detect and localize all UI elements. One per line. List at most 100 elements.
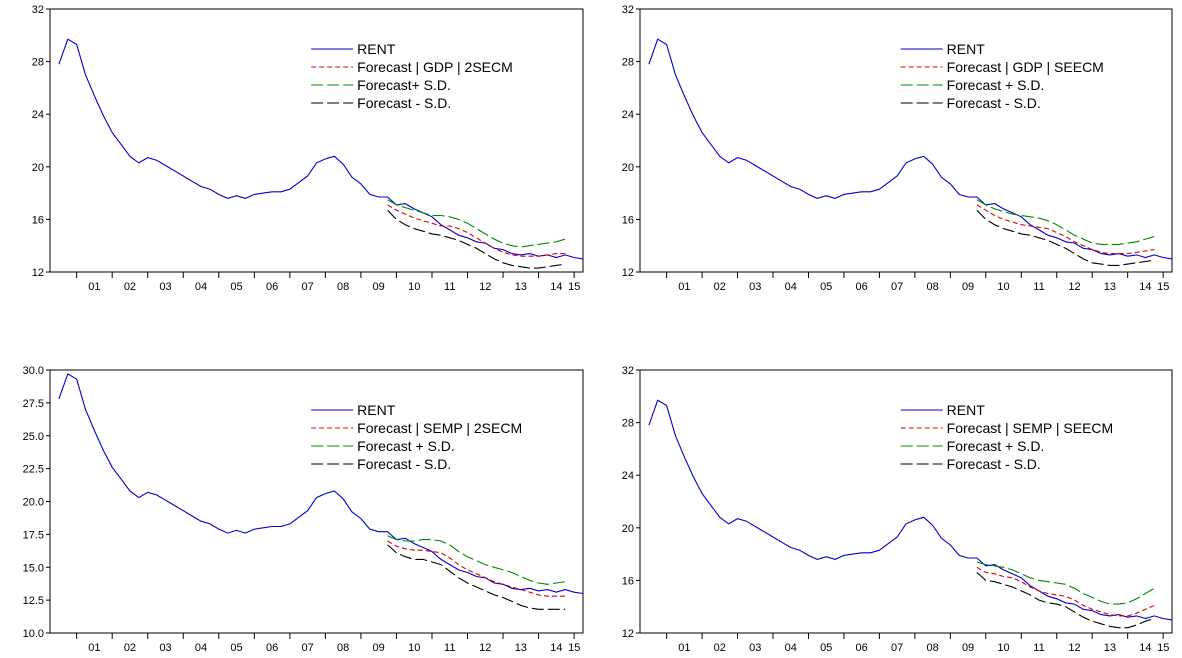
x-tick-label: 06 — [856, 642, 868, 654]
x-tick-label: 11 — [444, 281, 455, 293]
series-line-1 — [58, 373, 584, 595]
x-tick-label: 05 — [820, 281, 832, 293]
y-tick-label: 16 — [622, 575, 634, 587]
x-tick-label: 05 — [820, 642, 832, 654]
legend-entry: Forecast - S.D. — [357, 95, 451, 111]
x-tick-label: 13 — [1104, 281, 1116, 293]
legend-entry: RENT — [357, 402, 396, 418]
legend-entry: Forecast | SEMP | 2SECM — [357, 420, 522, 436]
y-tick-label: 10.0 — [23, 628, 44, 640]
chart-panel-2: 12 16 20 24 28 32 01 02 03 04 05 06 07 08 09 10 11 12 13 14… — [622, 4, 1173, 293]
x-tick-label: 04 — [785, 281, 797, 293]
legend-entry: Forecast + S.D. — [357, 438, 455, 454]
plot-frame — [49, 8, 584, 273]
y-tick-label: 12 — [622, 628, 634, 640]
x-tick-label: 10 — [997, 281, 1009, 293]
x-tick-label: 07 — [301, 281, 313, 293]
x-tick-label: 13 — [515, 281, 527, 293]
x-tick-label: 15 — [1157, 642, 1169, 654]
series-line-1 — [648, 38, 1173, 260]
y-tick-label: 28 — [622, 57, 634, 69]
y-tick-label: 27.5 — [23, 398, 44, 410]
x-tick-label: 07 — [891, 281, 903, 293]
legend-entry: Forecast | GDP | SEECM — [947, 59, 1104, 75]
series-line-4 — [976, 572, 1155, 629]
x-tick-label: 15 — [1157, 281, 1169, 293]
x-tick-label: 07 — [891, 642, 903, 654]
x-tick-label: 01 — [88, 281, 100, 293]
legend-entry: Forecast + S.D. — [947, 77, 1045, 93]
x-tick-label: 05 — [230, 642, 242, 654]
y-tick-label: 16 — [622, 214, 634, 226]
y-tick-label: 24 — [622, 470, 634, 482]
x-tick-label: 04 — [785, 642, 797, 654]
legend-entry: Forecast + S.D. — [947, 438, 1045, 454]
chart-panel-3: 10.0 12.5 15.0 17.5 20.0 22.5 25.0 27.5 30.0 01 02… — [23, 365, 584, 654]
series-line-2 — [387, 204, 566, 257]
x-tick-label: 01 — [678, 642, 690, 654]
x-tick-label: 10 — [997, 642, 1009, 654]
x-tick-label: 03 — [159, 642, 171, 654]
x-tick-label: 10 — [408, 642, 420, 654]
x-tick-label: 10 — [408, 281, 420, 293]
x-tick-label: 12 — [479, 642, 491, 654]
y-tick-label: 30.0 — [23, 365, 44, 377]
legend-entry: Forecast - S.D. — [357, 456, 451, 472]
y-tick-label: 24 — [32, 109, 44, 121]
legend-entry: Forecast+ S.D. — [357, 77, 451, 93]
series-line-4 — [387, 544, 566, 610]
y-tick-label: 20 — [622, 162, 634, 174]
y-tick-label: 20.0 — [23, 497, 44, 509]
legend-entry: Forecast | SEMP | SEECM — [947, 420, 1114, 436]
x-tick-label: 15 — [568, 281, 580, 293]
x-tick-label: 04 — [195, 642, 207, 654]
series-line-2 — [976, 204, 1155, 255]
x-tick-label: 13 — [1104, 642, 1116, 654]
x-tick-label: 09 — [962, 642, 974, 654]
x-tick-label: 11 — [1033, 642, 1044, 654]
x-tick-label: 08 — [926, 642, 938, 654]
x-tick-label: 01 — [88, 642, 100, 654]
x-tick-label: 04 — [195, 281, 207, 293]
y-tick-label: 16 — [32, 214, 44, 226]
x-tick-label: 14 — [550, 642, 562, 654]
x-tick-label: 14 — [1139, 281, 1151, 293]
x-tick-label: 02 — [714, 642, 726, 654]
x-tick-label: 06 — [266, 642, 278, 654]
x-tick-label: 06 — [266, 281, 278, 293]
legend-entry: RENT — [947, 402, 986, 418]
x-tick-label: 12 — [1068, 642, 1080, 654]
x-tick-label: 03 — [749, 281, 761, 293]
y-tick-label: 12 — [622, 267, 634, 279]
x-tick-label: 14 — [1139, 642, 1151, 654]
legend-entry: Forecast - S.D. — [947, 95, 1041, 111]
x-tick-label: 15 — [568, 642, 580, 654]
x-tick-label: 12 — [1068, 281, 1080, 293]
series-line-2 — [976, 566, 1155, 617]
y-tick-label: 24 — [622, 109, 634, 121]
x-tick-label: 03 — [159, 281, 171, 293]
x-tick-label: 07 — [301, 642, 313, 654]
x-tick-label: 03 — [749, 642, 761, 654]
x-tick-label: 08 — [337, 642, 349, 654]
y-tick-label: 12 — [32, 267, 44, 279]
legend-entry: RENT — [947, 41, 986, 57]
chart-panel-1: 12 16 20 24 28 32 01 02 03 04 05 06 07 08 09 10 11 12 13 14… — [32, 4, 584, 293]
y-tick-label: 32 — [622, 4, 634, 16]
y-tick-label: 28 — [32, 57, 44, 69]
y-tick-label: 17.5 — [23, 529, 44, 541]
x-tick-label: 02 — [124, 281, 136, 293]
x-tick-label: 08 — [337, 281, 349, 293]
series-line-1 — [58, 38, 584, 260]
x-tick-label: 02 — [714, 281, 726, 293]
y-tick-label: 20 — [622, 523, 634, 535]
plot-frame — [639, 8, 1173, 273]
legend-entry: Forecast - S.D. — [947, 456, 1041, 472]
x-tick-label: 13 — [515, 642, 527, 654]
x-tick-label: 09 — [373, 281, 385, 293]
x-tick-label: 06 — [856, 281, 868, 293]
y-tick-label: 15.0 — [23, 562, 44, 574]
y-tick-label: 32 — [32, 4, 44, 16]
series-line-1 — [648, 399, 1173, 621]
y-tick-label: 12.5 — [23, 595, 44, 607]
